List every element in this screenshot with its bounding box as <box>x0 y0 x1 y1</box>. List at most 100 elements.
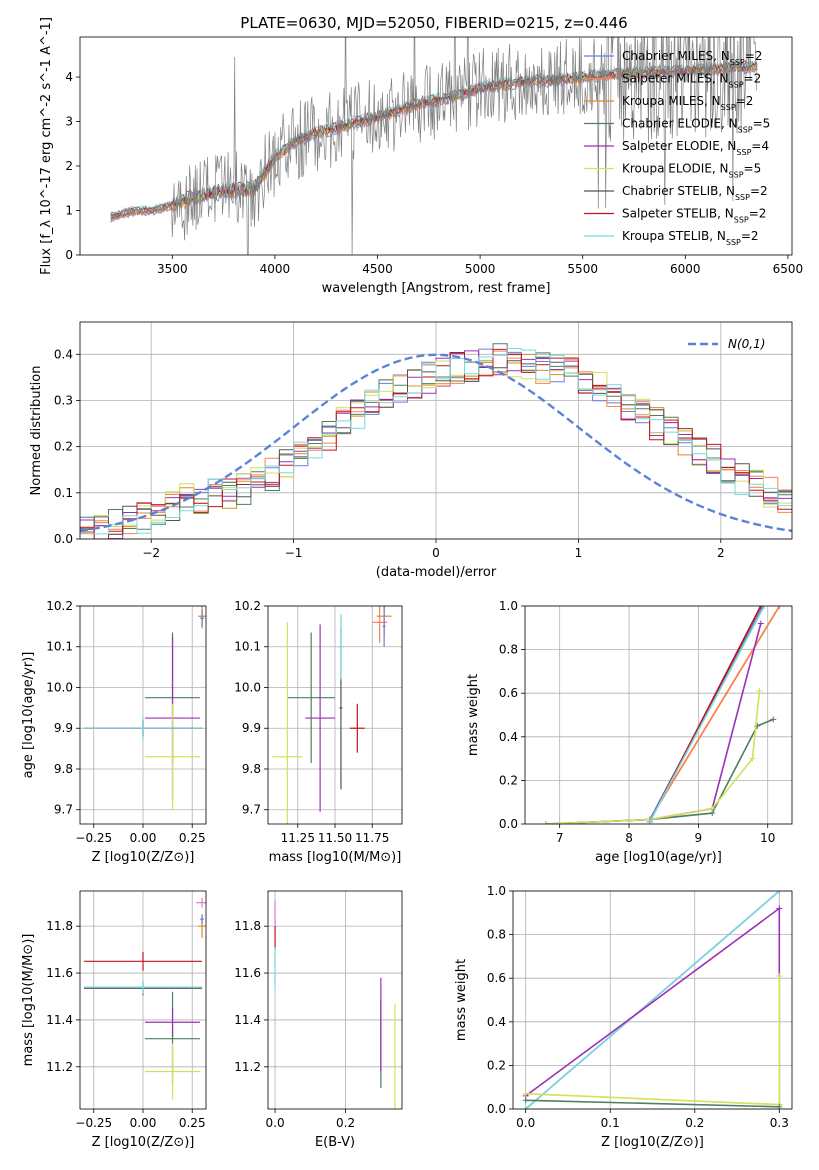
series-marker <box>522 1097 529 1104</box>
panel-age-vs-mass: 11.25 11.50 11.75 9.7 9.8 9.9 10.0 10.1 10.2 mass… <box>234 599 403 865</box>
y-tick-label: 0 <box>65 248 73 262</box>
y-tick-label: 9.8 <box>242 762 261 776</box>
data-point <box>83 980 203 995</box>
panel-cumulative-mass-vs-Z: 0.0 0.1 0.2 0.3 0.0 0.2 0.4 0.6 0.8 1.0 Z [log10(Z… <box>454 884 793 1150</box>
y-tick-label: 9.8 <box>54 762 73 776</box>
x-tick-label: 1 <box>575 546 583 560</box>
data-point <box>372 606 388 643</box>
y-tick-label: 1.0 <box>487 884 506 898</box>
figure-title: PLATE=0630, MJD=52050, FIBERID=0215, z=0… <box>240 14 627 32</box>
plot-area <box>542 606 783 824</box>
x-tick-label: 0.2 <box>336 1116 355 1130</box>
legend-entry: N(0,1) <box>728 337 765 351</box>
series-marker <box>776 973 783 980</box>
axes-frame <box>79 321 793 540</box>
panel-mass-vs-Z: −0.25 0.00 0.25 11.2 11.4 11.6 11.8 Z [log10(Z/… <box>21 890 207 1150</box>
y-tick-label: 11.6 <box>234 966 261 980</box>
series-marker <box>542 821 549 824</box>
y-tick-label: 10.0 <box>46 680 73 694</box>
data-point <box>349 703 365 753</box>
y-tick-label: 0.0 <box>487 1102 506 1116</box>
y-tick-label: 0.6 <box>487 971 506 985</box>
plot-area <box>110 37 758 255</box>
panel-spectrum: 3500 4000 4500 5000 5500 6000 6500 0 1 2 3 4 Chabrie… <box>39 17 803 296</box>
y-tick-label: 0.0 <box>499 817 518 831</box>
x-tick-label: −2 <box>142 546 160 560</box>
y-tick-label: 0.3 <box>54 393 73 407</box>
x-axis-label: wavelength [Angstrom, rest frame] <box>322 281 551 296</box>
y-axis-label: age [log10(age/yr)] <box>21 652 36 779</box>
y-tick-label: 0.1 <box>54 486 73 500</box>
y-tick-label: 0.8 <box>487 928 506 942</box>
series-line <box>545 623 762 824</box>
plot-area <box>83 606 206 810</box>
y-tick-label: 9.9 <box>54 721 73 735</box>
y-tick-label: 10.1 <box>234 640 261 654</box>
x-tick-label: 0.25 <box>179 1116 206 1130</box>
series-marker <box>776 606 783 609</box>
legend-entry: Salpeter MILES, NSSP=2 <box>622 72 761 90</box>
y-tick-label: 11.2 <box>46 1060 73 1074</box>
residual-histogram <box>80 348 792 535</box>
series-line <box>545 718 774 824</box>
x-tick-label: 6000 <box>670 262 701 276</box>
x-tick-label: 2 <box>717 546 725 560</box>
x-tick-label: 5500 <box>567 262 598 276</box>
series-marker <box>522 1106 529 1109</box>
series-marker <box>757 620 764 627</box>
y-tick-label: 0.4 <box>499 730 518 744</box>
axes-frame <box>79 605 207 825</box>
x-tick-label: 0.00 <box>130 831 157 845</box>
y-tick-label: 0.0 <box>54 532 73 546</box>
plot-area <box>274 900 396 1109</box>
series-line <box>525 906 781 1105</box>
legend-entry: Kroupa ELODIE, NSSP=5 <box>622 162 761 180</box>
axes-frame <box>79 36 793 256</box>
y-tick-label: 11.8 <box>234 919 261 933</box>
axes-frame <box>524 605 793 825</box>
y-tick-label: 3 <box>65 115 73 129</box>
axes-frame <box>512 890 793 1110</box>
legend-entry: Kroupa STELIB, NSSP=2 <box>622 229 759 247</box>
data-point <box>144 703 201 810</box>
data-point <box>83 716 203 741</box>
y-tick-label: 10.2 <box>46 599 73 613</box>
data-point <box>196 898 206 908</box>
y-tick-label: 1.0 <box>499 599 518 613</box>
x-axis-label: E(B-V) <box>315 1135 355 1150</box>
x-tick-label: 0 <box>432 546 440 560</box>
x-tick-label: 3500 <box>157 262 188 276</box>
series-line <box>525 1099 780 1108</box>
normal-curve <box>80 353 792 533</box>
data-point <box>382 606 386 647</box>
series-line <box>649 606 766 823</box>
legend-entry: Salpeter ELODIE, NSSP=4 <box>622 139 769 157</box>
series-marker <box>776 905 783 912</box>
x-tick-label: 7 <box>556 831 564 845</box>
y-tick-label: 11.4 <box>46 1013 73 1027</box>
data-point <box>272 622 303 824</box>
data-point <box>200 914 205 924</box>
data-point <box>144 1043 201 1100</box>
x-tick-label: 0.00 <box>130 1116 157 1130</box>
x-axis-label: Z [log10(Z/Z⊙)] <box>601 1135 704 1150</box>
axes-frame <box>267 605 403 825</box>
x-axis-label: age [log10(age/yr)] <box>595 850 722 865</box>
x-axis-label: (data-model)/error <box>376 565 497 580</box>
y-tick-label: 2 <box>65 159 73 173</box>
y-axis-label: mass weight <box>466 674 481 756</box>
x-tick-label: 0.3 <box>770 1116 789 1130</box>
x-tick-label: −0.25 <box>75 1116 112 1130</box>
plot-area <box>272 606 392 824</box>
axes-frame <box>79 890 207 1110</box>
y-tick-label: 0.2 <box>499 773 518 787</box>
y-tick-label: 10.0 <box>234 680 261 694</box>
plot-area <box>83 898 206 1100</box>
series-marker <box>770 716 777 723</box>
data-point <box>337 614 344 680</box>
series-marker <box>756 688 763 695</box>
legend-entry: Chabrier ELODIE, NSSP=5 <box>622 117 770 135</box>
legend-entry: Chabrier MILES, NSSP=2 <box>622 49 762 67</box>
y-axis-label: mass weight <box>454 959 469 1041</box>
x-tick-label: 0.0 <box>266 1116 285 1130</box>
